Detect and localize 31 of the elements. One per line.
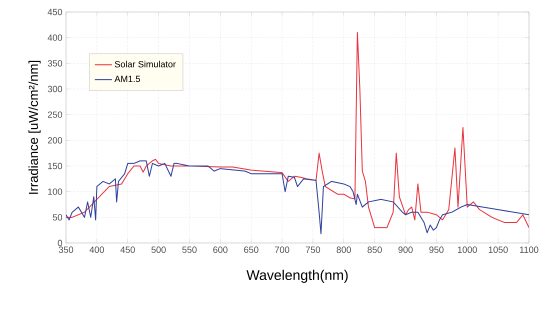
x-tick-label: 800: [336, 246, 351, 253]
y-tick-label: 50: [52, 214, 62, 221]
y-tick-label: 300: [48, 86, 62, 92]
x-tick-label: 950: [429, 246, 444, 253]
line-series: [66, 160, 529, 234]
y-tick-label: 100: [48, 188, 62, 195]
y-tick-label: 200: [48, 137, 62, 144]
y-tick-label: 250: [48, 111, 62, 118]
x-tick-label: 550: [182, 246, 197, 253]
legend-label: AM1.5: [114, 76, 140, 82]
y-tick-label: 450: [48, 8, 62, 16]
x-tick-label: 700: [275, 246, 290, 253]
y-tick-label: 400: [48, 34, 62, 41]
x-tick-label: 350: [58, 246, 74, 253]
y-tick-label: 350: [48, 60, 62, 67]
x-tick-label: 1050: [488, 246, 508, 253]
x-tick-label: 500: [151, 246, 166, 253]
y-axis-title: Irradiance [uW/cm²/nm]: [28, 60, 41, 194]
y-tick-label: 150: [48, 162, 62, 170]
x-axis-title: Wavelength(nm): [246, 270, 348, 283]
x-tick-label: 1000: [458, 246, 477, 253]
x-tick-label: 600: [213, 246, 228, 253]
x-tick-label: 850: [368, 246, 382, 253]
x-tick-label: 900: [398, 246, 413, 253]
x-tick-label: 650: [244, 246, 258, 253]
y-tick-label: 0: [58, 240, 62, 246]
x-tick-label: 750: [306, 246, 320, 253]
x-tick-label: 400: [90, 246, 104, 253]
x-tick-label: 1100: [520, 246, 538, 253]
x-tick-label: 450: [120, 246, 135, 253]
legend-label: Solar Simulator: [114, 60, 176, 68]
